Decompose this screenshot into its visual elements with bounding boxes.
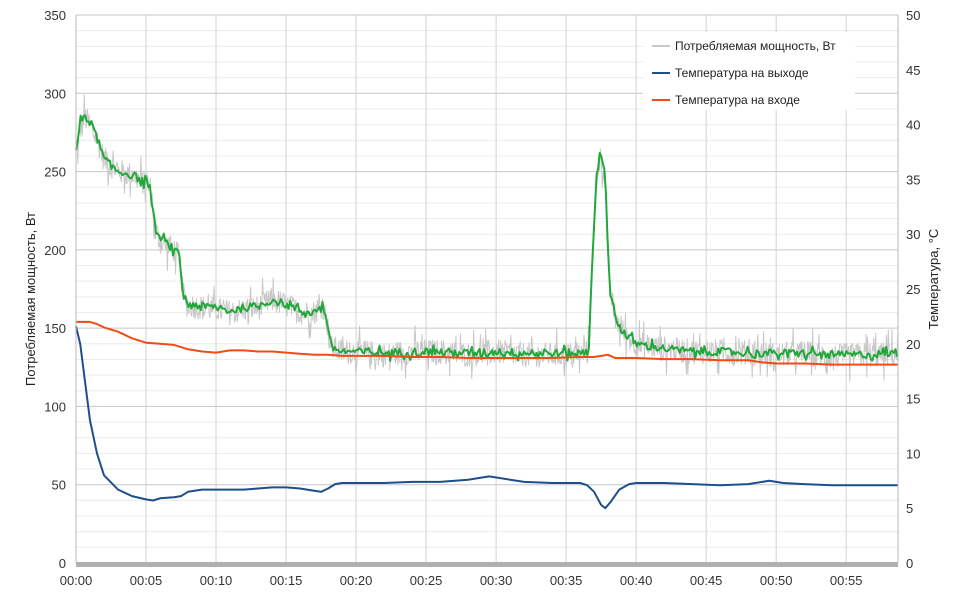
right-y-tick-label: 20: [906, 337, 920, 352]
right-y-tick-label: 40: [906, 118, 920, 133]
x-tick-label: 00:10: [200, 573, 233, 588]
chart-gridlines: [75, 14, 898, 563]
legend-box: [643, 32, 855, 110]
chart-axes: 0 50 100 150 200 250 300 350 0 5 10 15 20 25 30 35 40 45 5…: [23, 8, 941, 588]
chart-series: [75, 94, 899, 510]
legend-label: Потребляемая мощность, Вт: [675, 39, 836, 53]
x-tick-label: 00:20: [340, 573, 373, 588]
x-tick-label: 00:00: [60, 573, 93, 588]
series-line-3: [76, 320, 898, 366]
right-y-tick-label: 0: [906, 556, 913, 571]
x-tick-label: 00:50: [760, 573, 793, 588]
left-y-tick-label: 150: [44, 321, 66, 336]
left-y-tick-label: 250: [44, 165, 66, 180]
x-tick-label: 00:45: [690, 573, 723, 588]
left-y-tick-label: 200: [44, 243, 66, 258]
left-y-tick-label: 100: [44, 399, 66, 414]
series-line-1: [75, 114, 898, 362]
x-tick-label: 00:05: [130, 573, 163, 588]
left-y-tick-label: 350: [44, 8, 66, 23]
right-y-tick-label: 30: [906, 227, 920, 242]
right-y-tick-label: 5: [906, 501, 913, 516]
left-y-tick-label: 300: [44, 86, 66, 101]
right-axis-title: Температура, °С: [926, 229, 941, 330]
legend-label: Температура на входе: [675, 93, 800, 107]
x-tick-label: 00:40: [620, 573, 653, 588]
series-line-2: [75, 326, 898, 510]
right-y-tick-label: 10: [906, 446, 920, 461]
series-line-0: [75, 94, 899, 382]
left-y-tick-label: 50: [52, 478, 66, 493]
x-axis-bar: [76, 562, 898, 567]
left-axis-title: Потребляемая мощность, Вт: [23, 212, 38, 386]
x-tick-label: 00:15: [270, 573, 303, 588]
right-y-tick-label: 25: [906, 282, 920, 297]
chart-legend: Потребляемая мощность, Вт Температура на …: [643, 32, 855, 110]
x-tick-label: 00:30: [480, 573, 513, 588]
right-y-tick-label: 35: [906, 172, 920, 187]
x-tick-label: 00:35: [550, 573, 583, 588]
right-y-tick-label: 50: [906, 8, 920, 23]
x-tick-label: 00:25: [410, 573, 443, 588]
right-y-tick-label: 45: [906, 63, 920, 78]
legend-label: Температура на выходе: [675, 66, 809, 80]
right-y-tick-label: 15: [906, 392, 920, 407]
x-tick-label: 00:55: [830, 573, 863, 588]
left-y-tick-label: 0: [59, 556, 66, 571]
